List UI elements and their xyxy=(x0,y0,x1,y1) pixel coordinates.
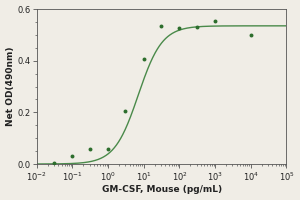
Point xyxy=(177,27,182,30)
Point xyxy=(141,58,146,61)
Y-axis label: Net OD(490nm): Net OD(490nm) xyxy=(6,47,15,126)
Point xyxy=(213,19,218,22)
Point xyxy=(51,161,56,164)
Point xyxy=(106,147,111,150)
Point xyxy=(87,147,92,150)
Point xyxy=(194,26,199,29)
Point xyxy=(158,24,163,27)
Point xyxy=(248,33,253,36)
Point xyxy=(70,155,75,158)
Point xyxy=(123,109,128,113)
X-axis label: GM-CSF, Mouse (pg/mL): GM-CSF, Mouse (pg/mL) xyxy=(102,185,222,194)
